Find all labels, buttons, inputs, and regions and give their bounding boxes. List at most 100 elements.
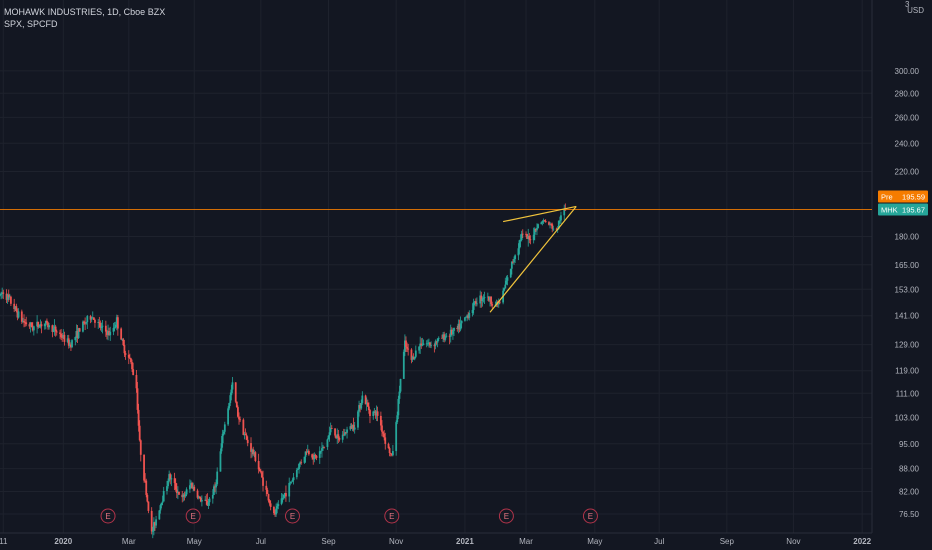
candle-body — [450, 329, 453, 335]
candle-body — [343, 432, 346, 436]
candle-body — [345, 432, 347, 433]
candle-body — [486, 296, 489, 298]
candle-body — [338, 438, 341, 440]
candle-body — [514, 255, 517, 260]
candle-body — [16, 311, 19, 318]
candle-body — [206, 501, 209, 506]
x-tick-label: Nov — [786, 537, 800, 546]
y-tick-label: 260.00 — [895, 113, 920, 122]
candle-body — [353, 427, 356, 430]
pre-badge-value: 195.59 — [902, 192, 925, 201]
candle-body — [145, 480, 148, 495]
candle-body — [191, 483, 193, 489]
candle-body — [138, 425, 141, 441]
candle-body — [290, 481, 293, 483]
x-tick-label: 2020 — [54, 537, 72, 546]
candle-body — [61, 337, 64, 338]
candle-body — [418, 346, 420, 351]
candles — [0, 203, 567, 539]
candle-body — [75, 331, 78, 338]
candle-body — [315, 455, 318, 458]
candle-body — [529, 239, 532, 241]
y-tick-label: 88.00 — [899, 465, 920, 474]
candle-body — [457, 323, 460, 329]
symbol-title[interactable]: MOHAWK INDUSTRIES, 1D, Cboe BZX — [4, 7, 166, 17]
candle-body — [246, 439, 249, 444]
candle-body — [229, 395, 232, 404]
candle-body — [326, 439, 329, 447]
candle-body — [192, 486, 195, 489]
candle-body — [458, 323, 461, 330]
candle-body — [7, 294, 10, 298]
candle-body — [437, 337, 440, 339]
candle-body — [115, 317, 118, 325]
candle-body — [382, 431, 384, 434]
candle-body — [391, 451, 394, 456]
candle-body — [8, 296, 11, 298]
candle-body — [0, 293, 2, 295]
candle-body — [497, 301, 500, 305]
earnings-marker-label: E — [290, 512, 295, 521]
candle-body — [361, 395, 364, 403]
candle-body — [251, 449, 254, 452]
candle-body — [175, 489, 178, 493]
candle-body — [254, 452, 257, 461]
candle-body — [519, 239, 522, 241]
candle-body — [113, 327, 116, 329]
y-tick-label: 82.00 — [899, 487, 920, 496]
candle-body — [481, 298, 484, 301]
candle-body — [319, 450, 322, 452]
candle-body — [60, 333, 63, 338]
candle-body — [13, 303, 16, 310]
candle-body — [452, 330, 454, 335]
candle-body — [433, 345, 436, 347]
candle-body — [383, 433, 386, 438]
candle-body — [222, 431, 225, 434]
candle-body — [466, 315, 469, 317]
candle-body — [366, 402, 369, 407]
candle-body — [468, 313, 471, 318]
candle-body — [143, 454, 145, 481]
candle-body — [473, 301, 476, 303]
candle-body — [150, 510, 153, 532]
candle-body — [244, 434, 247, 436]
candle-body — [335, 435, 338, 439]
candle-body — [220, 443, 223, 452]
candle-body — [38, 326, 41, 328]
candle-body — [104, 325, 107, 332]
candle-body — [262, 477, 264, 486]
candle-body — [405, 340, 407, 347]
candle-body — [303, 456, 306, 463]
candle-body — [196, 490, 199, 498]
candle-body — [152, 522, 155, 531]
x-tick-label: May — [187, 537, 202, 546]
candle-body — [158, 510, 161, 520]
candle-body — [92, 317, 95, 320]
candle-body — [460, 320, 463, 324]
candle-body — [372, 411, 375, 416]
candle-body — [337, 434, 340, 439]
pre-badge-label: Pre — [881, 192, 893, 201]
candle-body — [86, 316, 89, 323]
candle-body — [543, 220, 546, 222]
x-tick-label: Jul — [654, 537, 664, 546]
candle-body — [442, 334, 444, 339]
candle-body — [364, 395, 367, 405]
candle-body — [346, 429, 348, 433]
candle-body — [396, 415, 399, 423]
candle-body — [430, 345, 432, 347]
candle-body — [311, 454, 314, 458]
earnings-marker — [582, 508, 598, 524]
candle-body — [47, 322, 49, 328]
last-badge-bg — [878, 203, 928, 216]
candle-body — [139, 440, 142, 455]
candle-body — [552, 228, 555, 230]
candle-body — [374, 411, 377, 416]
candle-body — [387, 443, 390, 449]
wedge-lower-line — [489, 206, 577, 313]
indicator-label[interactable]: SPX, SPCFD — [4, 19, 58, 29]
candle-body — [52, 328, 55, 332]
candle-body — [510, 261, 513, 269]
candle-body — [160, 502, 163, 506]
